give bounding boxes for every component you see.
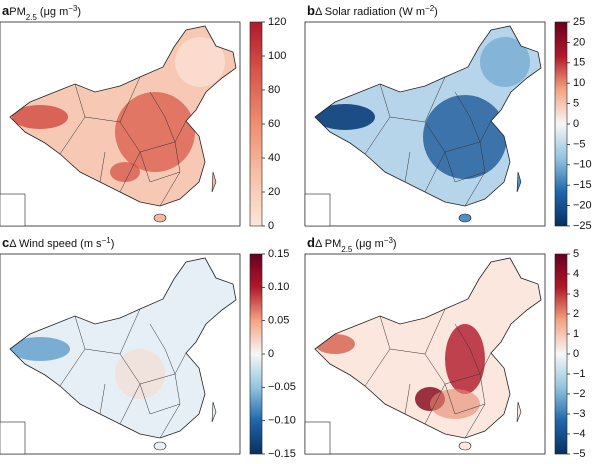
colorbar-tick-label: 2 bbox=[573, 308, 579, 320]
title-run: (μg m bbox=[37, 6, 68, 18]
colorbar-tick-label: 4 bbox=[573, 268, 579, 280]
colorbar-tick-label: 80 bbox=[268, 84, 280, 96]
title-run: ) bbox=[434, 6, 438, 18]
colorbar-tick-label: 0 bbox=[573, 118, 579, 130]
colorbar-tick-label: −20 bbox=[573, 200, 592, 212]
colorbar-tick-label: 0.15 bbox=[268, 248, 289, 260]
colorbar-tick-label: −0.15 bbox=[268, 448, 296, 459]
colorbar-tick-label: 3 bbox=[573, 288, 579, 300]
title-run: 2.5 bbox=[341, 245, 353, 254]
colorbar-tick-label: 5 bbox=[573, 248, 579, 260]
colorbar-tick-label: −5 bbox=[573, 138, 586, 150]
colorbar-tick-label: 5 bbox=[573, 98, 579, 110]
colorbar-tick-label: 10 bbox=[573, 77, 585, 89]
panel-letter: b bbox=[307, 3, 315, 18]
colorbar-tick-label: −10 bbox=[573, 159, 592, 171]
colorbar-tick-label: −15 bbox=[573, 179, 592, 191]
title-run: (μg m bbox=[352, 238, 383, 250]
title-run: PM bbox=[9, 6, 26, 18]
panel-letter: a bbox=[2, 3, 10, 18]
title-run: Δ Wind speed (m s bbox=[9, 238, 102, 250]
map-panel-b bbox=[304, 21, 546, 227]
title-run: ) bbox=[77, 6, 81, 18]
title-run: ) bbox=[111, 238, 115, 250]
title-run: −2 bbox=[425, 4, 435, 13]
map-panel-d bbox=[304, 253, 546, 455]
panel-title: dΔ PM2.5 (μg m−3) bbox=[307, 235, 397, 254]
colorbar-tick-label: −0.10 bbox=[268, 415, 296, 427]
title-run: −3 bbox=[384, 236, 394, 245]
map-panel-a bbox=[0, 21, 241, 227]
colorbar-tick-label: −3 bbox=[573, 408, 586, 420]
title-run: Δ Solar radiation (W m bbox=[315, 6, 425, 18]
colorbar-tick-label: −4 bbox=[573, 428, 586, 440]
colorbar-tick-label: 40 bbox=[268, 152, 280, 164]
colorbar-tick-label: 0.05 bbox=[268, 315, 289, 327]
panel-title: aPM2.5 (μg m−3) bbox=[2, 3, 81, 22]
map-panel-c bbox=[0, 253, 241, 455]
panel-title: bΔ Solar radiation (W m−2) bbox=[307, 3, 438, 18]
title-run: 2.5 bbox=[26, 13, 38, 22]
colorbar bbox=[554, 21, 568, 227]
colorbar-tick-label: 0 bbox=[573, 348, 579, 360]
colorbar-tick-label: 20 bbox=[573, 36, 585, 48]
colorbar-tick-label: 0 bbox=[268, 220, 274, 232]
title-run: Δ PM bbox=[315, 238, 341, 250]
colorbar-tick-label: −1 bbox=[573, 368, 586, 380]
colorbar-tick-label: 25 bbox=[573, 16, 585, 28]
colorbar-tick-label: −5 bbox=[573, 448, 586, 459]
panel-title: cΔ Wind speed (m s−1) bbox=[2, 235, 114, 250]
colorbar-tick-label: 120 bbox=[268, 16, 286, 28]
colorbar-tick-label: 60 bbox=[268, 118, 280, 130]
colorbar-tick-label: 0 bbox=[268, 348, 274, 360]
title-run: −1 bbox=[102, 236, 112, 245]
colorbar bbox=[249, 253, 263, 455]
colorbar-tick-label: 20 bbox=[268, 186, 280, 198]
colorbar-tick-label: 15 bbox=[573, 57, 585, 69]
colorbar-tick-label: −0.05 bbox=[268, 381, 296, 393]
title-run: −3 bbox=[68, 4, 78, 13]
panel-letter: d bbox=[307, 235, 315, 250]
title-run: ) bbox=[393, 238, 397, 250]
colorbar bbox=[554, 253, 568, 455]
colorbar-tick-label: −25 bbox=[573, 220, 592, 232]
colorbar-tick-label: −2 bbox=[573, 388, 586, 400]
colorbar-tick-label: 0.10 bbox=[268, 281, 289, 293]
colorbar-tick-label: 100 bbox=[268, 50, 286, 62]
colorbar bbox=[249, 21, 263, 227]
panel-letter: c bbox=[2, 235, 9, 250]
colorbar-tick-label: 1 bbox=[573, 328, 579, 340]
